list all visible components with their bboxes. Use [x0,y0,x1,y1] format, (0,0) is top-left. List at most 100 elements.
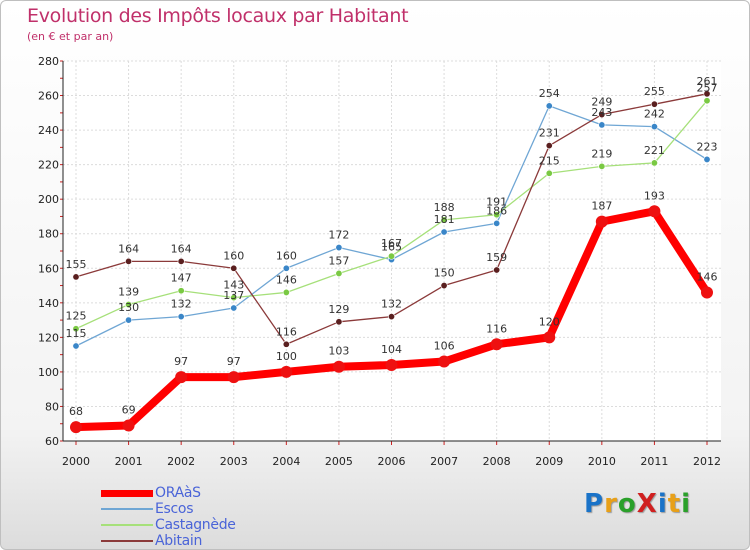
data-label: 137 [223,289,244,302]
data-label: 223 [697,140,718,153]
data-label: 254 [539,87,560,100]
x-tick-label: 2007 [430,455,458,468]
series-1 [70,205,713,434]
data-point [703,90,711,98]
data-label: 147 [171,272,192,285]
data-label: 116 [486,322,507,335]
data-point [598,121,606,129]
data-point [72,273,80,281]
y-tick-label: 180 [38,228,59,241]
data-point [282,340,290,348]
chart-title: Evolution des Impôts locaux par Habitant [27,5,409,27]
data-label: 181 [434,213,455,226]
data-point [493,266,501,274]
x-tick-label: 2006 [378,455,406,468]
data-label: 103 [328,345,349,358]
data-point [175,371,188,384]
data-label: 160 [223,249,244,262]
x-tick-label: 2011 [640,455,668,468]
data-point [177,313,185,321]
data-label: 150 [434,267,455,280]
y-tick-label: 120 [38,331,59,344]
data-point [177,287,185,295]
data-point [230,294,238,302]
data-label: 106 [434,340,455,353]
data-point [440,216,448,224]
data-point [490,338,503,351]
data-label: 146 [276,273,297,286]
series-layer [70,90,713,434]
data-point [545,102,553,110]
x-tick-label: 2001 [115,455,143,468]
data-label: 219 [591,147,612,160]
data-label: 139 [118,286,139,299]
data-point [230,264,238,272]
data-point [335,318,343,326]
x-tick-label: 2000 [62,455,90,468]
data-point [543,331,556,344]
data-label: 155 [66,258,87,271]
data-label: 187 [591,200,612,213]
legend-swatch [101,540,153,542]
x-tick-label: 2008 [483,455,511,468]
data-point [280,365,293,378]
data-point [598,111,606,119]
proxiti-logo: ProXiti [584,489,691,519]
data-label: 249 [591,96,612,109]
data-point [335,244,343,252]
data-point [703,97,711,105]
legend-swatch [101,508,153,510]
data-label: 115 [66,327,87,340]
data-point [125,316,133,324]
legend-swatch [101,524,153,526]
y-tick-label: 140 [38,297,59,310]
data-point [387,252,395,260]
data-label: 130 [118,301,139,314]
data-label: 191 [486,196,507,209]
data-point [648,205,661,218]
x-tick-label: 2010 [588,455,616,468]
data-label: 164 [171,242,192,255]
data-point [230,304,238,312]
data-point [387,313,395,321]
data-labels: 115 130 132 137 160 172 165 181 186 254 243 242 223 1… [66,75,718,418]
data-point [493,211,501,219]
data-label: 165 [381,241,402,254]
data-point [545,169,553,177]
data-point [177,257,185,265]
data-label: 261 [697,75,718,88]
data-point [438,355,451,368]
legend-label: Abitain [155,533,203,549]
logo-letter: o [617,489,637,519]
logo-letter: P [584,489,605,519]
data-label: 146 [697,270,718,283]
data-label: 221 [644,144,665,157]
data-point [227,371,240,384]
legend-label: Castagnède [155,517,236,533]
y-tick-label: 220 [38,159,59,172]
data-label: 231 [539,127,560,140]
y-tick-label: 160 [38,262,59,275]
logo-letter: t [667,489,682,519]
data-point [598,162,606,170]
data-label: 167 [381,237,402,250]
data-label: 100 [276,350,297,363]
data-label: 97 [227,355,241,368]
y-tick-label: 80 [45,400,59,413]
data-point [72,325,80,333]
data-point [440,282,448,290]
data-label: 242 [644,108,665,121]
data-label: 97 [174,355,188,368]
data-point [545,142,553,150]
data-point [595,215,608,228]
data-label: 143 [223,279,244,292]
data-label: 68 [69,405,83,418]
chart-subtitle: (en € et par an) [27,30,114,43]
data-point [282,264,290,272]
legend-label: Escos [155,501,194,517]
data-label: 104 [381,343,402,356]
data-label: 125 [66,310,87,323]
data-point [332,360,345,373]
data-label: 243 [591,106,612,119]
